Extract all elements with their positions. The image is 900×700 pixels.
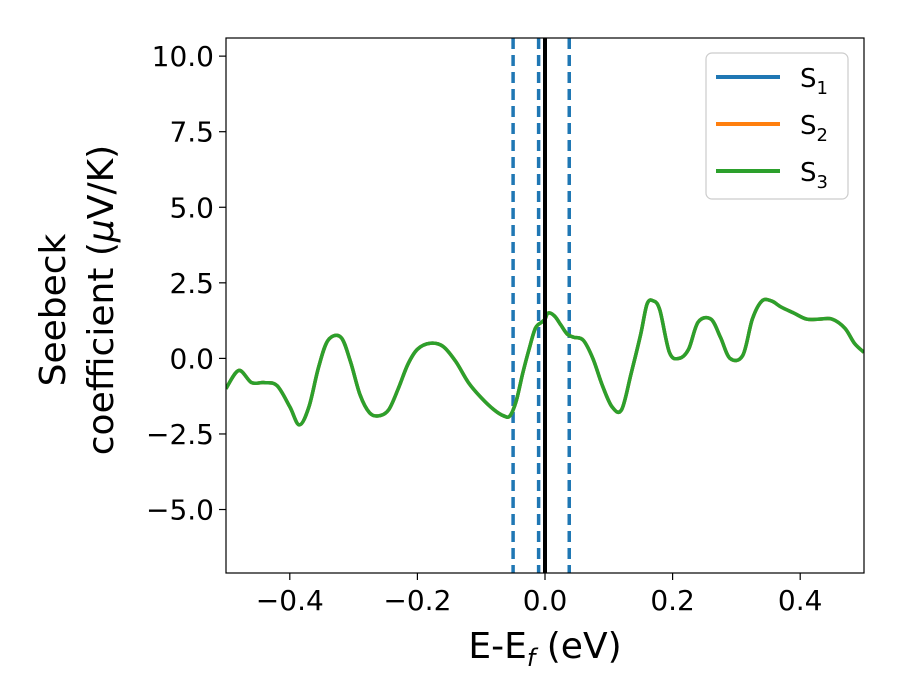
y-tick-label: 7.5 (169, 116, 214, 149)
series-group (226, 38, 864, 573)
x-tick-label: 0.2 (650, 584, 695, 617)
y-tick-label: 10.0 (152, 40, 214, 73)
tick-layer: −0.4 −0.2 0.0 0.2 0.4 −5.0 −2.5 0.0 2.5 5.0 7.5 10.… (146, 40, 822, 617)
x-tick-label: −0.2 (383, 584, 451, 617)
y-tick-label: −2.5 (146, 418, 214, 451)
y-tick-label: 2.5 (169, 267, 214, 300)
series-line-s3 (226, 297, 864, 427)
legend-label-s1: S1 (800, 64, 828, 99)
y-tick-label: −5.0 (146, 494, 214, 527)
legend-label-s3: S3 (800, 158, 828, 193)
legend-label-s2: S2 (800, 111, 828, 146)
x-tick-label: 0.0 (523, 584, 568, 617)
x-axis-label: E-Ef (eV) (468, 626, 621, 672)
plot-layer (225, 37, 865, 574)
x-tick-label: −0.4 (256, 584, 324, 617)
y-axis-label-line1: Seebeck (33, 233, 74, 386)
y-tick-label: 5.0 (169, 191, 214, 224)
x-tick-label: 0.4 (778, 584, 823, 617)
y-axis-label-line2: coefficient (μV/K) (81, 145, 122, 455)
legend: S1 S2 S3 (705, 52, 849, 200)
y-tick-label: 0.0 (169, 342, 214, 375)
